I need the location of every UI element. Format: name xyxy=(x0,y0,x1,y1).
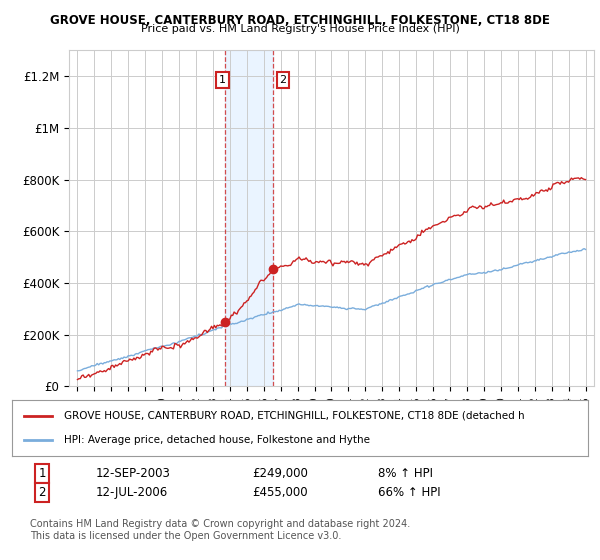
Text: 1: 1 xyxy=(38,466,46,480)
Bar xyxy=(225,50,273,386)
Text: 8% ↑ HPI: 8% ↑ HPI xyxy=(378,466,433,480)
Text: 12-SEP-2003: 12-SEP-2003 xyxy=(96,466,171,480)
Text: £249,000: £249,000 xyxy=(252,466,308,480)
Text: 66% ↑ HPI: 66% ↑ HPI xyxy=(378,486,440,500)
Text: HPI: Average price, detached house, Folkestone and Hythe: HPI: Average price, detached house, Folk… xyxy=(64,435,370,445)
Text: 1: 1 xyxy=(219,75,226,85)
Text: 12-JUL-2006: 12-JUL-2006 xyxy=(96,486,168,500)
Text: GROVE HOUSE, CANTERBURY ROAD, ETCHINGHILL, FOLKESTONE, CT18 8DE (detached h: GROVE HOUSE, CANTERBURY ROAD, ETCHINGHIL… xyxy=(64,410,524,421)
Text: Price paid vs. HM Land Registry's House Price Index (HPI): Price paid vs. HM Land Registry's House … xyxy=(140,24,460,34)
Text: This data is licensed under the Open Government Licence v3.0.: This data is licensed under the Open Gov… xyxy=(30,531,341,542)
Text: Contains HM Land Registry data © Crown copyright and database right 2024.: Contains HM Land Registry data © Crown c… xyxy=(30,519,410,529)
Text: GROVE HOUSE, CANTERBURY ROAD, ETCHINGHILL, FOLKESTONE, CT18 8DE: GROVE HOUSE, CANTERBURY ROAD, ETCHINGHIL… xyxy=(50,14,550,27)
Text: £455,000: £455,000 xyxy=(252,486,308,500)
Text: 2: 2 xyxy=(280,75,287,85)
Text: 2: 2 xyxy=(38,486,46,500)
